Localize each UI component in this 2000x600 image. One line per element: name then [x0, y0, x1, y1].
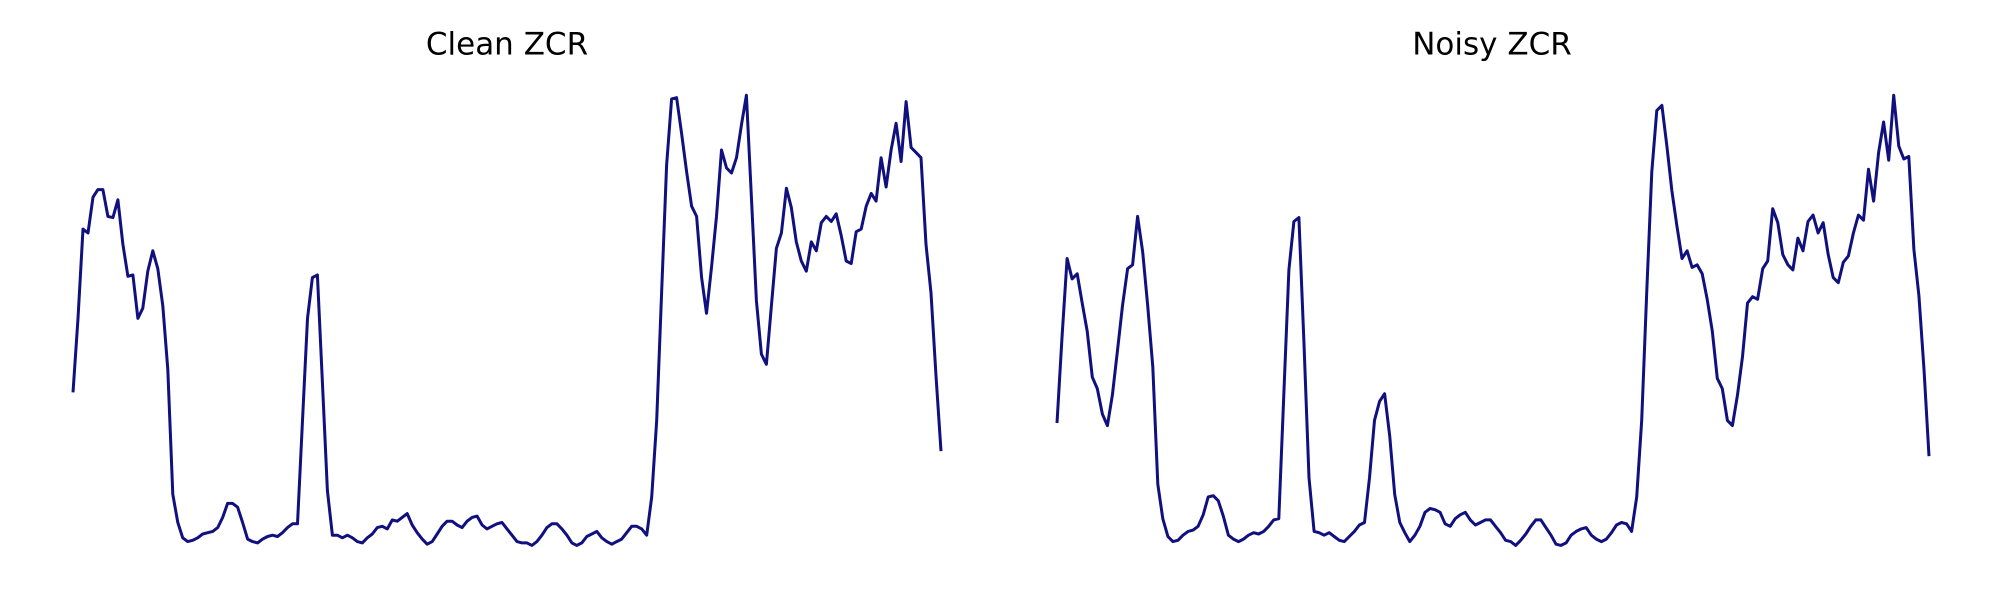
data-line — [71, 93, 943, 547]
data-line — [1055, 93, 1931, 547]
chart-title: Noisy ZCR — [1412, 27, 1572, 63]
chart-title: Clean ZCR — [426, 27, 588, 63]
